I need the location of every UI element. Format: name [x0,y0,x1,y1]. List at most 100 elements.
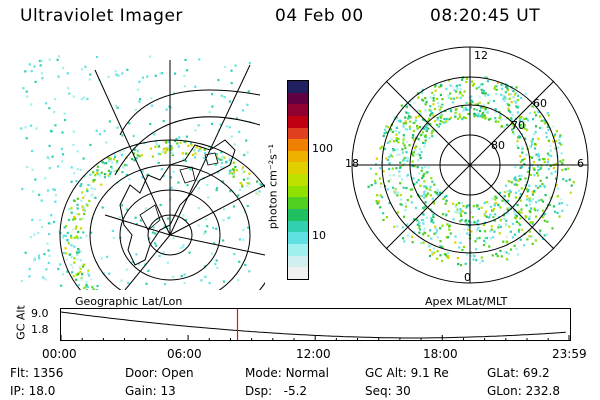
emission-pixel [209,152,212,155]
emission-pixel [520,146,524,149]
emission-pixel [399,166,402,169]
emission-pixel [48,254,51,257]
emission-pixel [241,185,244,188]
emission-pixel [449,92,452,95]
emission-pixel [498,116,501,119]
emission-pixel [394,192,397,195]
emission-pixel [220,151,223,154]
emission-pixel [120,154,123,157]
emission-pixel [446,119,449,122]
emission-pixel [463,228,466,231]
emission-pixel [470,221,473,224]
emission-pixel [57,267,60,271]
emission-pixel [176,142,179,145]
emission-pixel [454,108,457,111]
emission-pixel [89,278,93,281]
emission-pixel [449,232,452,235]
meta-glat: GLat: 69.2 [487,366,550,380]
mlt-label-12: 12 [474,49,488,62]
emission-pixel [513,178,516,181]
emission-pixel [493,213,497,216]
emission-pixel [517,222,521,225]
emission-pixel [538,115,542,118]
emission-pixel [50,130,53,133]
emission-pixel [405,186,408,190]
emission-pixel [504,97,508,100]
emission-pixel [438,108,441,111]
emission-pixel [504,202,507,205]
emission-pixel [90,231,93,234]
emission-pixel [203,232,206,235]
emission-pixel [472,254,475,257]
emission-pixel [523,163,526,166]
emission-pixel [398,120,401,123]
emission-pixel [223,156,226,159]
left-panel-caption: Geographic Lat/Lon [75,295,183,308]
emission-pixel [543,160,546,164]
meta-mode: Mode: Normal [245,366,329,380]
emission-pixel [170,186,173,189]
emission-pixel [423,180,426,183]
emission-pixel [425,126,428,129]
emission-pixel [429,105,432,108]
emission-pixel [556,211,559,215]
emission-pixel [402,122,405,125]
emission-pixel [508,180,511,183]
emission-pixel [543,213,546,216]
emission-pixel [220,158,223,161]
emission-pixel [411,160,414,163]
emission-pixel [76,197,79,200]
emission-pixel [230,135,233,138]
emission-pixel [234,165,237,169]
emission-pixel [531,221,534,224]
emission-pixel [420,169,423,172]
emission-pixel [456,211,459,214]
emission-pixel [519,117,522,121]
emission-pixel [382,218,385,222]
emission-pixel [215,189,218,192]
emission-pixel [454,241,457,244]
emission-pixel [482,104,485,107]
emission-pixel [184,152,188,155]
emission-pixel [475,87,478,90]
emission-pixel [247,177,250,180]
emission-pixel [554,139,558,143]
emission-pixel [79,270,82,274]
emission-pixel [419,134,423,137]
emission-pixel [445,255,448,258]
emission-pixel [30,70,33,73]
emission-pixel [188,251,191,254]
emission-pixel [138,80,141,83]
emission-pixel [417,178,420,182]
emission-pixel [503,190,506,194]
emission-pixel [464,106,467,109]
emission-pixel [423,172,426,176]
emission-pixel [535,201,538,204]
emission-pixel [496,254,499,258]
emission-pixel [477,207,481,210]
emission-pixel [243,153,246,157]
emission-pixel [98,133,102,136]
emission-pixel [248,172,251,175]
emission-pixel [499,113,502,117]
emission-pixel [536,174,540,177]
emission-pixel [540,198,543,202]
emission-pixel [197,187,201,190]
emission-pixel [58,230,61,233]
emission-pixel [80,199,83,202]
emission-pixel [52,188,55,191]
emission-pixel [28,267,31,271]
emission-pixel [483,110,486,113]
emission-pixel [485,76,489,79]
emission-pixel [85,188,89,191]
emission-pixel [506,207,509,210]
emission-pixel [547,167,550,171]
emission-pixel [507,252,510,256]
emission-pixel [238,238,242,241]
emission-pixel [428,136,431,140]
emission-pixel [61,131,64,134]
emission-pixel [62,251,66,255]
emission-pixel [407,112,410,115]
emission-pixel [439,254,442,257]
emission-pixel [468,226,471,229]
